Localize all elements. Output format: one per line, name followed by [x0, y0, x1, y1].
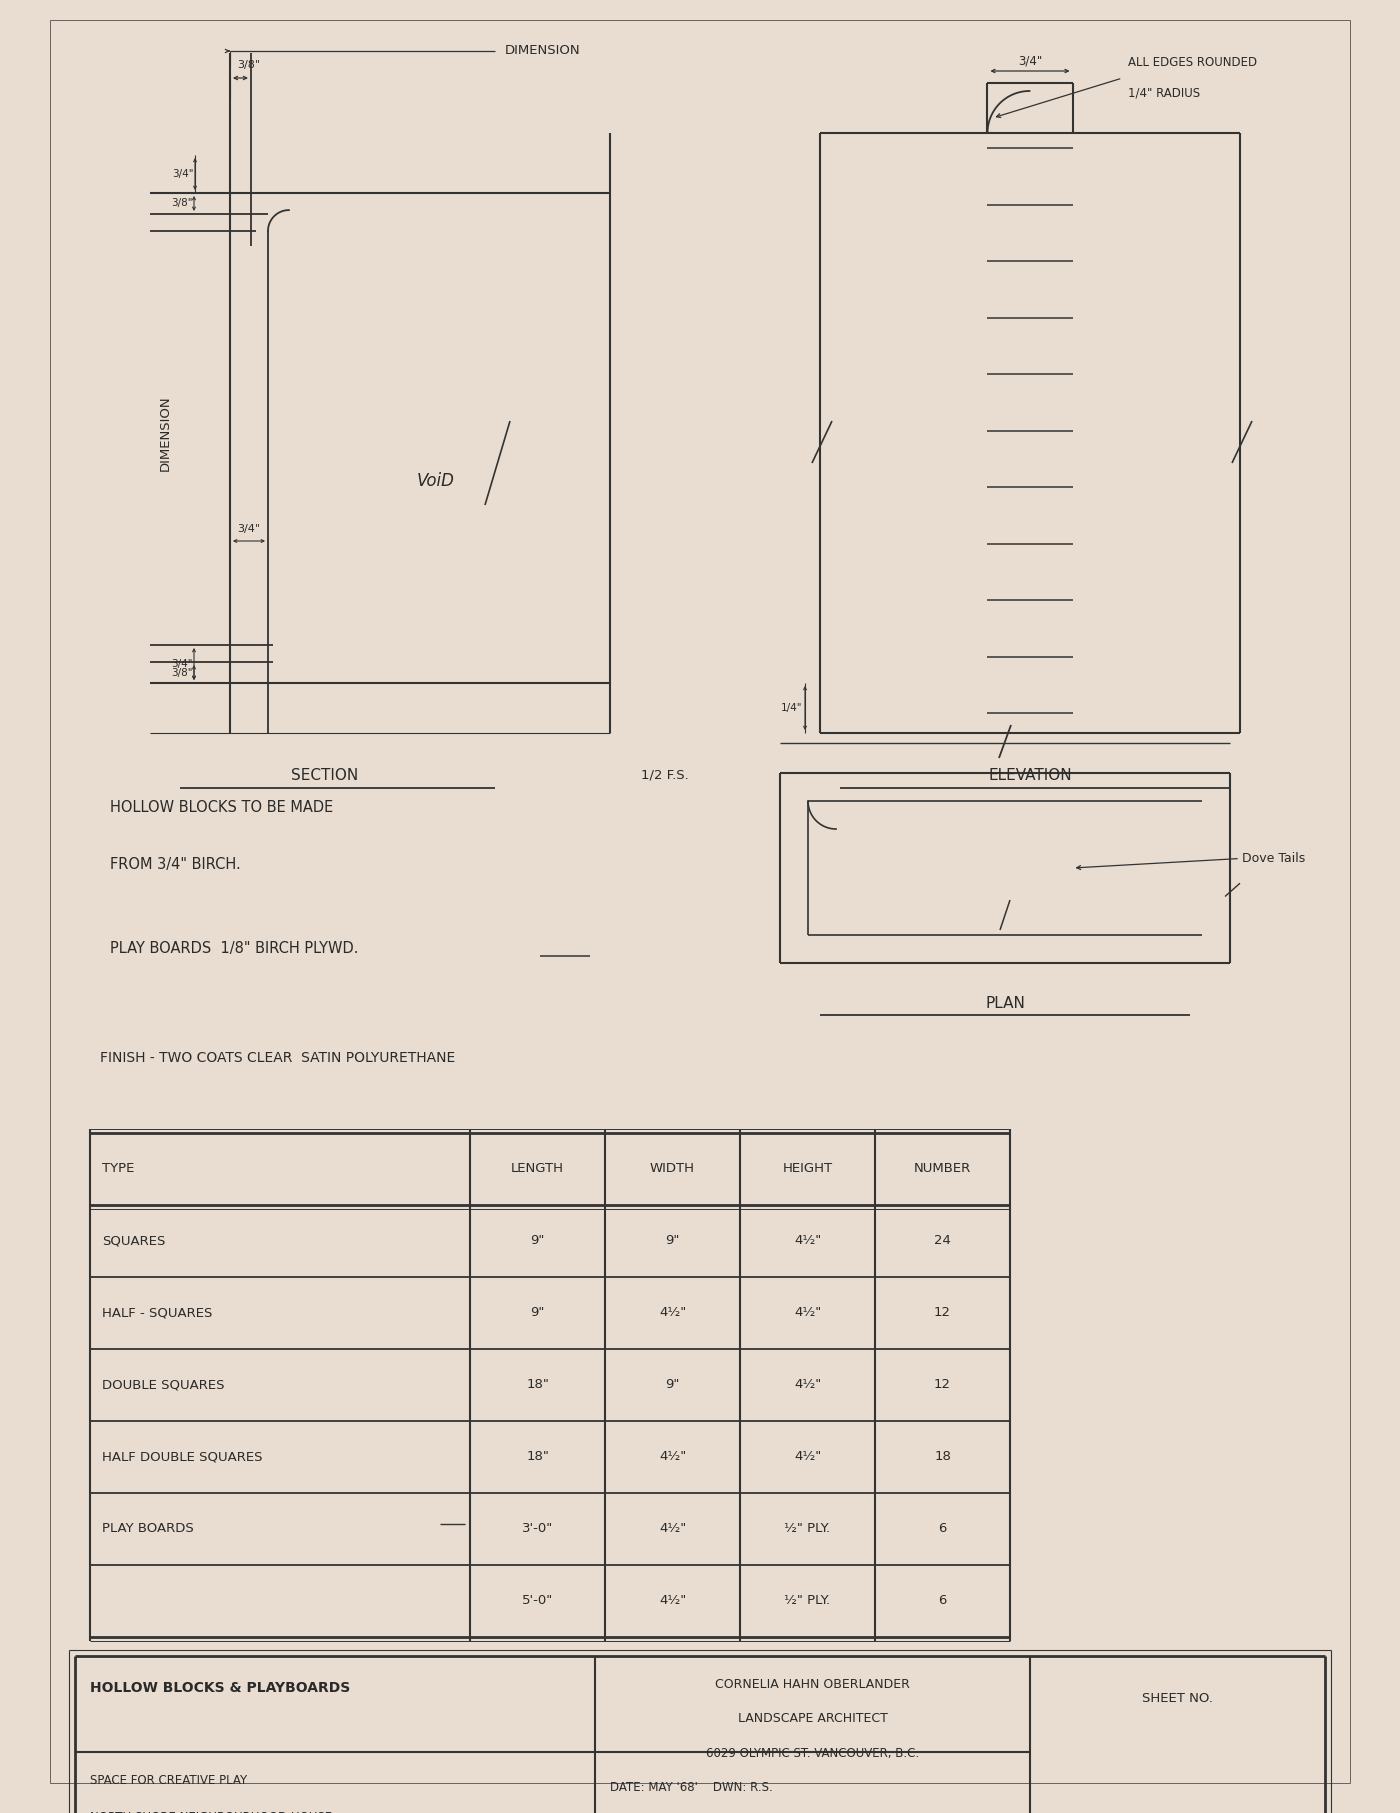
Text: 18": 18"	[526, 1450, 549, 1463]
Text: PLAY BOARDS  1/8" BIRCH PLYWD.: PLAY BOARDS 1/8" BIRCH PLYWD.	[111, 941, 358, 955]
Text: SECTION: SECTION	[291, 767, 358, 783]
Text: 9": 9"	[531, 1235, 545, 1247]
Text: NUMBER: NUMBER	[914, 1162, 972, 1175]
Text: 4½": 4½"	[659, 1450, 686, 1463]
Text: 3/4": 3/4"	[1018, 54, 1042, 67]
Text: ½" PLY.: ½" PLY.	[784, 1523, 830, 1536]
Text: VoiD: VoiD	[416, 471, 454, 490]
Text: DOUBLE SQUARES: DOUBLE SQUARES	[102, 1378, 224, 1392]
Text: 1/4" RADIUS: 1/4" RADIUS	[1127, 87, 1200, 100]
Text: 9": 9"	[531, 1307, 545, 1320]
Text: FROM 3/4" BIRCH.: FROM 3/4" BIRCH.	[111, 858, 241, 872]
Text: 18: 18	[934, 1450, 951, 1463]
Text: 12: 12	[934, 1307, 951, 1320]
Text: SQUARES: SQUARES	[102, 1235, 165, 1247]
Text: 12: 12	[934, 1378, 951, 1392]
Text: 4½": 4½"	[794, 1235, 822, 1247]
Text: 9": 9"	[665, 1235, 679, 1247]
Text: 4½": 4½"	[794, 1378, 822, 1392]
Text: 6029 OLYMPIC ST. VANCOUVER, B.C.: 6029 OLYMPIC ST. VANCOUVER, B.C.	[706, 1748, 918, 1760]
Text: 6: 6	[938, 1523, 946, 1536]
Text: DIMENSION: DIMENSION	[505, 45, 581, 58]
Text: 1/4": 1/4"	[781, 703, 802, 713]
Text: 6: 6	[938, 1594, 946, 1608]
Text: 4½": 4½"	[659, 1307, 686, 1320]
Text: 4½": 4½"	[794, 1307, 822, 1320]
Text: HEIGHT: HEIGHT	[783, 1162, 833, 1175]
Text: LANDSCAPE ARCHITECT: LANDSCAPE ARCHITECT	[738, 1711, 888, 1724]
Text: SHEET NO.: SHEET NO.	[1142, 1692, 1212, 1704]
Text: 5'-0": 5'-0"	[522, 1594, 553, 1608]
Text: 3/8": 3/8"	[171, 198, 193, 208]
Text: 4½": 4½"	[659, 1523, 686, 1536]
Text: HALF - SQUARES: HALF - SQUARES	[102, 1307, 213, 1320]
Text: SPACE FOR CREATIVE PLAY: SPACE FOR CREATIVE PLAY	[90, 1773, 248, 1788]
Text: PLAN: PLAN	[986, 995, 1025, 1010]
Text: Dove Tails: Dove Tails	[1242, 852, 1305, 865]
Text: PLAY BOARDS: PLAY BOARDS	[102, 1523, 193, 1536]
Text: HOLLOW BLOCKS TO BE MADE: HOLLOW BLOCKS TO BE MADE	[111, 801, 333, 816]
Text: 3/4": 3/4"	[238, 524, 260, 535]
Text: 4½": 4½"	[659, 1594, 686, 1608]
Text: 18": 18"	[526, 1378, 549, 1392]
Text: 1/2 F.S.: 1/2 F.S.	[641, 769, 689, 781]
Text: NORTH SHORE NEIGHBOURHOOD HOUSE: NORTH SHORE NEIGHBOURHOOD HOUSE	[90, 1811, 332, 1813]
Text: ALL EDGES ROUNDED: ALL EDGES ROUNDED	[1127, 56, 1257, 69]
Text: FINISH - TWO COATS CLEAR  SATIN POLYURETHANE: FINISH - TWO COATS CLEAR SATIN POLYURETH…	[99, 1052, 455, 1064]
Text: 3/4": 3/4"	[172, 169, 195, 179]
Text: CORNELIA HAHN OBERLANDER: CORNELIA HAHN OBERLANDER	[715, 1677, 910, 1690]
Text: 9": 9"	[665, 1378, 679, 1392]
Text: ELEVATION: ELEVATION	[988, 767, 1072, 783]
Text: 3/8": 3/8"	[171, 667, 193, 678]
Text: HALF DOUBLE SQUARES: HALF DOUBLE SQUARES	[102, 1450, 263, 1463]
Text: 3/8": 3/8"	[237, 60, 260, 71]
Text: DIMENSION: DIMENSION	[158, 395, 171, 471]
Text: WIDTH: WIDTH	[650, 1162, 694, 1175]
Text: 3/4": 3/4"	[171, 658, 193, 669]
Text: 3'-0": 3'-0"	[522, 1523, 553, 1536]
Text: LENGTH: LENGTH	[511, 1162, 564, 1175]
Text: 4½": 4½"	[794, 1450, 822, 1463]
Text: ½" PLY.: ½" PLY.	[784, 1594, 830, 1608]
Text: 24: 24	[934, 1235, 951, 1247]
Text: DATE: MAY '68'    DWN: R.S.: DATE: MAY '68' DWN: R.S.	[610, 1780, 773, 1793]
Text: TYPE: TYPE	[102, 1162, 134, 1175]
Text: HOLLOW BLOCKS & PLAYBOARDS: HOLLOW BLOCKS & PLAYBOARDS	[90, 1681, 350, 1695]
